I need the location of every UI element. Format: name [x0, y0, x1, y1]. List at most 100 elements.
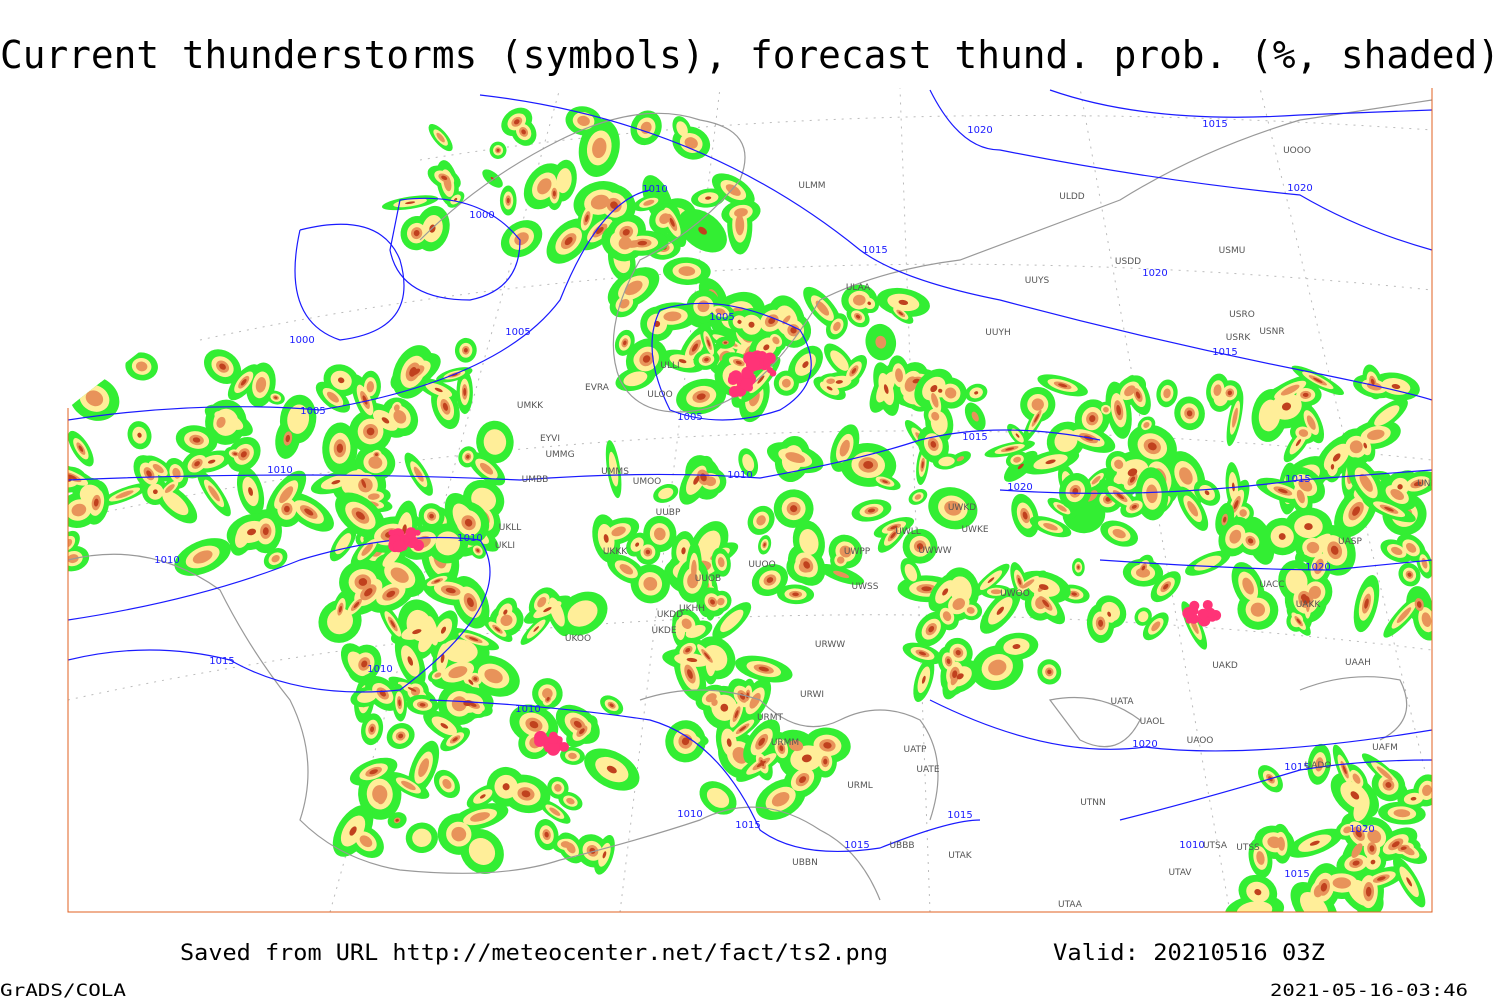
- shaded-area: [1374, 405, 1400, 427]
- isobar-label: 1000: [469, 210, 494, 221]
- station-label: ULLI: [660, 361, 679, 371]
- station-label: ULAA: [846, 283, 871, 293]
- shaded-area: [681, 547, 686, 555]
- shaded-area: [1367, 829, 1382, 844]
- isobar-label: 1015: [1285, 474, 1310, 485]
- shaded-area: [1413, 481, 1422, 487]
- shaded-area: [552, 190, 556, 197]
- isobar-label: 1015: [735, 820, 760, 831]
- shaded-area: [469, 702, 477, 707]
- shaded-area: [1406, 877, 1413, 887]
- shaded-area: [369, 769, 378, 775]
- station-label: UMKK: [517, 401, 544, 411]
- shaded-area: [952, 670, 958, 679]
- shaded-area: [1227, 390, 1233, 396]
- shaded-area: [590, 194, 610, 210]
- shaded-area: [726, 738, 732, 747]
- isobar-label: 1015: [962, 432, 987, 443]
- shaded-area: [1369, 845, 1375, 852]
- isobar-label: 1005: [505, 327, 530, 338]
- shaded-area: [1071, 592, 1077, 596]
- shaded-area: [717, 557, 725, 568]
- shaded-area: [537, 178, 552, 195]
- shaded-area: [274, 396, 278, 399]
- storm-symbol: [766, 367, 774, 374]
- shaded-area: [546, 696, 550, 701]
- station-label: UAFM: [1372, 743, 1398, 753]
- shaded-area: [781, 378, 791, 388]
- shaded-area: [944, 500, 962, 516]
- isobar-label: 1020: [1007, 482, 1032, 493]
- shaded-area: [1213, 384, 1222, 396]
- shaded-area: [685, 624, 706, 638]
- shaded-area: [1370, 859, 1376, 865]
- shaded-area: [1352, 773, 1361, 784]
- shaded-area: [1250, 602, 1266, 617]
- shaded-area: [619, 298, 630, 309]
- shaded-area: [606, 765, 617, 774]
- shaded-area: [1089, 415, 1096, 423]
- isobar-label: 1005: [709, 312, 734, 323]
- shaded-area: [1332, 453, 1341, 462]
- station-label: UKKK: [603, 547, 628, 557]
- shaded-area: [1422, 784, 1432, 796]
- station-label: ULMM: [798, 181, 825, 191]
- shaded-area: [623, 371, 648, 387]
- shaded-area: [1285, 568, 1308, 595]
- shaded-area: [1124, 385, 1136, 397]
- shaded-area: [463, 348, 468, 353]
- shaded-area: [802, 361, 809, 368]
- shaded-area: [756, 760, 766, 768]
- shaded-area: [208, 485, 220, 502]
- shaded-area: [698, 226, 707, 235]
- shaded-area: [1223, 516, 1227, 523]
- station-label: URWI: [800, 690, 824, 700]
- shaded-area: [918, 651, 927, 656]
- shaded-area: [1300, 892, 1329, 912]
- shaded-area: [1245, 516, 1275, 565]
- station-label: URWW: [815, 640, 845, 650]
- storm-symbol: [1197, 608, 1209, 620]
- shaded-area: [790, 327, 797, 334]
- shaded-area: [1143, 421, 1150, 428]
- shaded-area: [1385, 782, 1392, 788]
- shaded-area: [623, 340, 627, 346]
- shaded-area: [685, 647, 691, 653]
- shaded-area: [68, 343, 78, 359]
- shaded-area: [955, 649, 961, 656]
- shaded-area: [971, 411, 979, 422]
- station-label: UTNN: [1080, 798, 1106, 808]
- shaded-area: [875, 335, 887, 349]
- shaded-area: [479, 794, 486, 799]
- isobar-label: 1020: [1349, 824, 1374, 835]
- isobar-label: 1020: [1287, 183, 1312, 194]
- shaded-area: [1400, 846, 1407, 851]
- shaded-area: [1406, 542, 1417, 553]
- shaded-area: [194, 461, 200, 467]
- shaded-area: [704, 652, 710, 660]
- shaded-area: [514, 232, 529, 246]
- shaded-area: [852, 294, 866, 306]
- shaded-area: [1129, 476, 1136, 483]
- station-label: UKLI: [495, 541, 515, 551]
- station-label: ULDD: [1059, 192, 1085, 202]
- shaded-area: [996, 606, 1005, 615]
- shaded-area: [135, 361, 148, 372]
- shaded-area: [1296, 489, 1305, 504]
- shaded-area: [1194, 555, 1222, 571]
- shaded-area: [1332, 877, 1352, 889]
- shaded-area: [549, 807, 561, 816]
- shaded-area: [537, 596, 547, 608]
- shaded-area: [1308, 585, 1322, 599]
- shaded-area: [883, 384, 889, 394]
- shaded-area: [362, 395, 368, 405]
- shaded-area: [710, 599, 715, 605]
- shaded-area: [434, 672, 442, 678]
- shaded-area: [1330, 545, 1339, 555]
- station-label: USMU: [1219, 246, 1246, 256]
- shaded-area: [115, 490, 134, 499]
- shaded-area: [725, 184, 741, 196]
- storm-symbol: [388, 529, 395, 537]
- shaded-area: [1187, 501, 1199, 517]
- shaded-area: [1363, 442, 1368, 449]
